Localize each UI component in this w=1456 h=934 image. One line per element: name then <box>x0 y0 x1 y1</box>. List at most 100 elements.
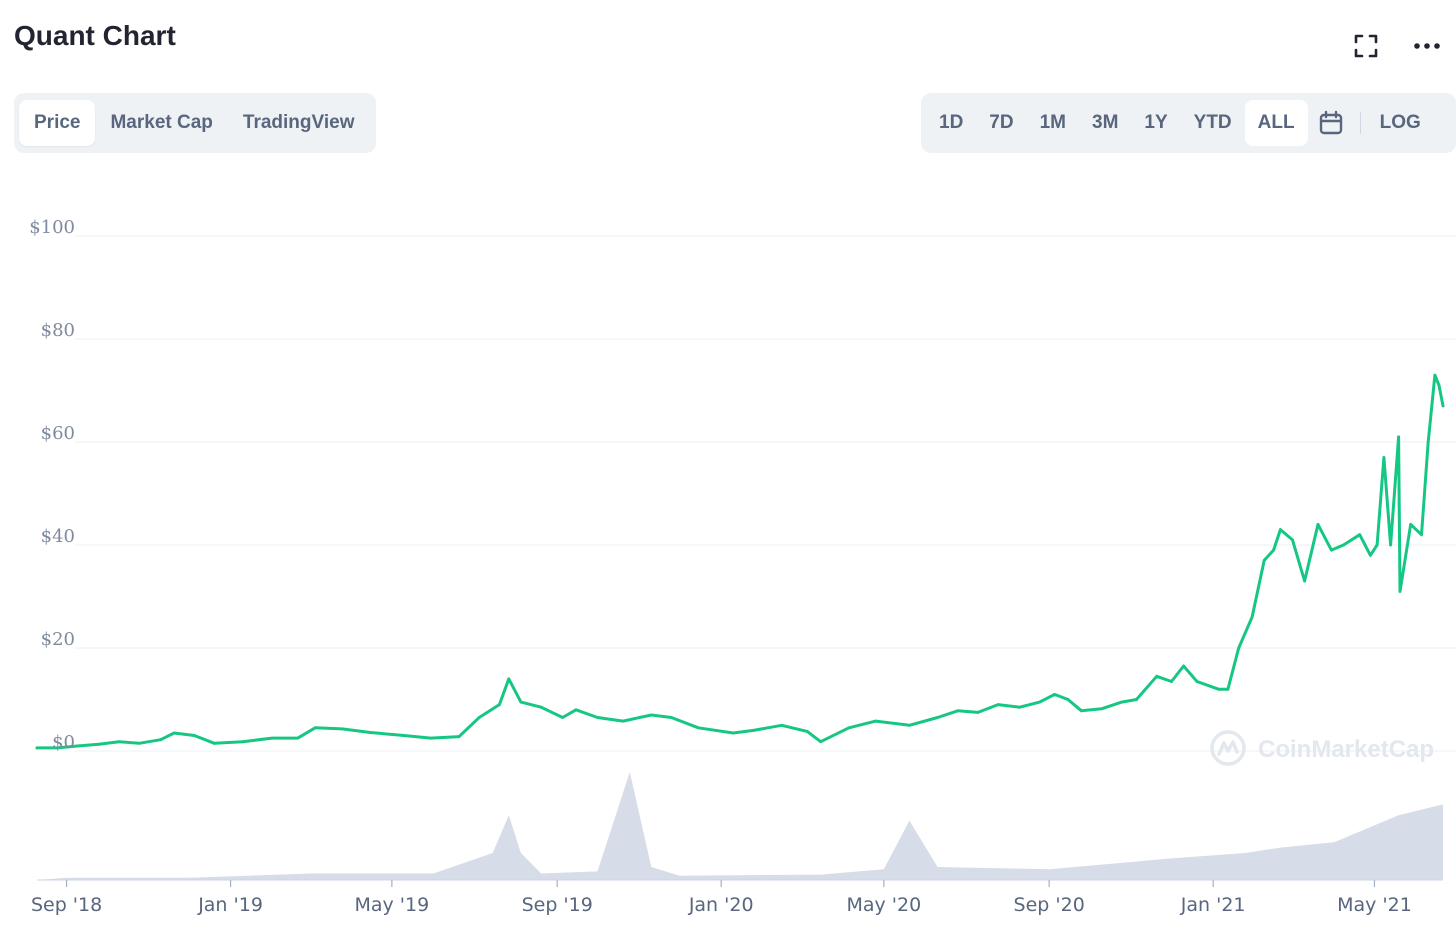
price-point <box>1262 559 1266 562</box>
y-tick-label: $60 <box>41 423 75 444</box>
time-range-selector: 1D 7D 1M 3M 1Y YTD ALL LOG <box>921 93 1456 153</box>
x-tick-label: May '19 <box>354 894 429 916</box>
range-all[interactable]: ALL <box>1244 100 1308 146</box>
chart-type-tabs: Price Market Cap TradingView <box>14 93 376 153</box>
price-point <box>1397 435 1400 439</box>
price-point <box>1038 700 1042 704</box>
price-chart[interactable]: CoinMarketCap $0 $20 $40 $60 $80 $100 Sep '18 J… <box>0 160 1456 934</box>
range-3m[interactable]: 3M <box>1092 112 1119 133</box>
price-point <box>55 746 59 750</box>
price-point <box>1080 709 1083 713</box>
price-line <box>35 373 1445 750</box>
price-point <box>936 716 939 719</box>
x-tick-label: Sep '19 <box>522 894 593 916</box>
price-point <box>1237 646 1241 650</box>
tab-market-cap[interactable]: Market Cap <box>110 112 213 133</box>
price-point <box>1217 687 1220 691</box>
price-point <box>1433 373 1437 377</box>
x-tick-label: Sep '20 <box>1014 894 1085 916</box>
price-point <box>1170 680 1173 683</box>
price-point <box>1018 705 1021 709</box>
watermark-text: CoinMarketCap <box>1258 736 1434 763</box>
range-7d[interactable]: 7D <box>989 112 1014 133</box>
price-point <box>313 726 317 730</box>
price-point <box>1409 523 1413 526</box>
price-point <box>507 677 511 681</box>
x-tick-label: May '20 <box>846 894 921 916</box>
price-point <box>1066 698 1070 701</box>
price-point <box>1420 533 1423 537</box>
price-point <box>477 716 481 719</box>
y-tick-label: $100 <box>29 217 75 238</box>
price-point <box>561 716 564 719</box>
x-tick-label: May '21 <box>1337 894 1412 916</box>
expand-icon[interactable] <box>1350 30 1382 62</box>
price-point <box>805 730 809 733</box>
range-ytd[interactable]: YTD <box>1193 112 1232 133</box>
price-point <box>97 742 101 746</box>
price-point <box>1100 707 1103 711</box>
price-point <box>1316 523 1320 526</box>
price-point <box>270 736 274 740</box>
log-scale-toggle[interactable]: LOG <box>1379 112 1421 133</box>
price-point <box>1279 528 1282 531</box>
price-point <box>1330 548 1333 552</box>
price-point <box>1398 590 1402 593</box>
x-tick-label: Jan '19 <box>197 894 263 916</box>
price-point <box>670 716 673 719</box>
price-point <box>340 727 344 731</box>
range-1d[interactable]: 1D <box>939 112 964 133</box>
coinmarketcap-watermark: CoinMarketCap <box>1210 730 1434 766</box>
x-tick-label: Jan '21 <box>1180 894 1246 916</box>
price-point <box>956 709 960 713</box>
price-point <box>649 713 653 717</box>
x-tick-label: Jan '20 <box>688 894 754 916</box>
price-point <box>1135 698 1138 701</box>
price-point <box>1369 553 1372 557</box>
more-horizontal-icon[interactable] <box>1411 30 1443 62</box>
price-point <box>192 734 196 737</box>
tab-price[interactable]: Price <box>19 100 96 146</box>
price-point <box>1441 404 1445 408</box>
price-point <box>696 726 700 730</box>
price-point <box>908 723 911 727</box>
price-point <box>241 740 245 744</box>
price-point <box>117 740 121 744</box>
price-point <box>137 741 141 745</box>
price-point <box>429 736 433 740</box>
price-point <box>1382 456 1386 459</box>
price-point <box>996 703 1000 706</box>
tab-tradingview[interactable]: TradingView <box>242 112 355 133</box>
page-title: Quant Chart <box>14 20 176 51</box>
price-point <box>574 708 578 712</box>
price-point <box>159 738 163 742</box>
price-point <box>457 735 461 738</box>
price-point <box>1358 533 1362 537</box>
price-point <box>77 744 81 748</box>
price-point <box>1272 548 1275 552</box>
price-point <box>369 731 372 734</box>
calendar-icon[interactable] <box>1308 100 1354 146</box>
price-point <box>731 731 735 735</box>
range-1y[interactable]: 1Y <box>1144 112 1168 133</box>
price-point <box>498 703 501 706</box>
price-point <box>1375 543 1379 547</box>
price-point <box>1342 543 1345 547</box>
y-tick-label: $40 <box>41 526 75 547</box>
x-tick-label: Sep '18 <box>31 894 102 916</box>
divider <box>1359 112 1361 134</box>
price-point <box>1303 579 1306 583</box>
price-point <box>1195 680 1199 683</box>
y-tick-label: $80 <box>41 320 75 341</box>
price-point <box>1226 687 1230 691</box>
price-point <box>780 723 784 727</box>
price-point <box>752 729 755 732</box>
price-point <box>296 736 300 740</box>
price-point <box>1437 384 1441 387</box>
price-point <box>1155 674 1159 678</box>
price-point <box>1426 440 1430 444</box>
range-1m[interactable]: 1M <box>1039 112 1066 133</box>
y-tick-label: $20 <box>41 629 75 650</box>
price-point <box>213 741 216 745</box>
price-point <box>1389 543 1392 547</box>
